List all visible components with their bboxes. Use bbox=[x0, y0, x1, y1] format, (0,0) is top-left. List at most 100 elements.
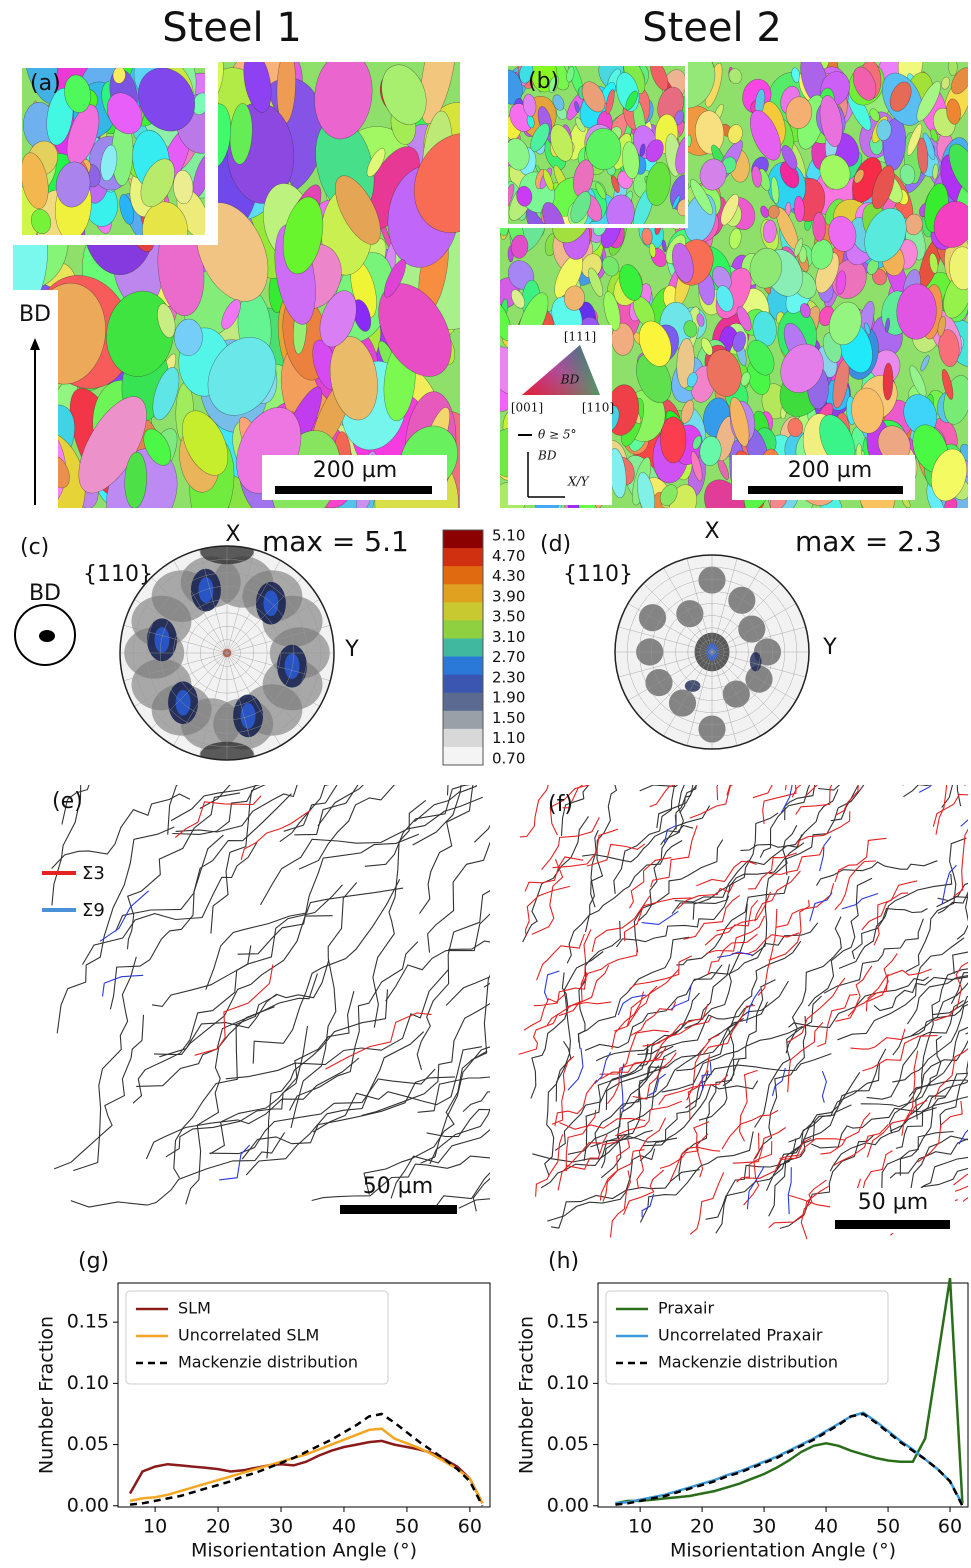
panel-label: (a) bbox=[30, 71, 61, 96]
x-tick-label: 10 bbox=[143, 1516, 167, 1538]
ipf-label: [001] bbox=[511, 401, 543, 415]
colorbar-label: 2.30 bbox=[492, 668, 525, 686]
x-tick-label: 30 bbox=[752, 1516, 776, 1538]
direction-label: BD bbox=[29, 581, 61, 606]
max-label: max = 2.3 bbox=[795, 525, 942, 558]
intensity-blob bbox=[154, 627, 169, 653]
colorbar-label: 1.50 bbox=[492, 709, 525, 727]
axis-label: Y bbox=[822, 635, 837, 660]
column-title: Steel 1 bbox=[162, 5, 302, 51]
x-tick-label: 30 bbox=[269, 1516, 293, 1538]
axis-label: X bbox=[225, 522, 240, 547]
colorbar-step bbox=[443, 548, 483, 567]
boundary-map bbox=[515, 693, 971, 1240]
y-tick-label: 0.10 bbox=[547, 1372, 589, 1394]
x-axis-label: Misorientation Angle (°) bbox=[670, 1540, 896, 1562]
y-tick-label: 0.15 bbox=[547, 1311, 589, 1333]
boundary bbox=[818, 742, 967, 790]
colorbar-step bbox=[443, 602, 483, 621]
axis-label: Y bbox=[344, 637, 359, 662]
legend-label: SLM bbox=[178, 1299, 211, 1318]
colorbar-label: 4.70 bbox=[492, 547, 525, 565]
colorbar-step bbox=[443, 711, 483, 730]
map-base bbox=[40, 785, 490, 1228]
legend-label: Mackenzie distribution bbox=[658, 1353, 838, 1372]
scale-bar bbox=[835, 1220, 950, 1229]
y-tick-label: 0.00 bbox=[547, 1494, 589, 1516]
boundary bbox=[964, 755, 971, 785]
x-tick-label: 60 bbox=[458, 1516, 482, 1538]
colorbar-step bbox=[443, 693, 483, 712]
grain bbox=[660, 417, 686, 463]
colorbar-step bbox=[443, 747, 483, 766]
colorbar-label: 5.10 bbox=[492, 527, 525, 545]
colorbar-step bbox=[443, 566, 483, 585]
intensity-blob bbox=[176, 690, 191, 716]
x-tick-label: 10 bbox=[628, 1516, 652, 1538]
pole-figure bbox=[615, 555, 809, 749]
max-label: max = 5.1 bbox=[262, 525, 409, 558]
legend-label: Σ9 bbox=[82, 900, 105, 921]
colorbar-label: 1.90 bbox=[492, 689, 525, 707]
y-axis-label: Number Fraction bbox=[36, 1316, 58, 1474]
ipf-label: BD bbox=[560, 373, 580, 387]
x-tick-label: 20 bbox=[206, 1516, 230, 1538]
legend-label: Praxair bbox=[658, 1299, 714, 1318]
boundary bbox=[786, 729, 812, 790]
boundary bbox=[903, 727, 938, 786]
y-tick-label: 0.00 bbox=[67, 1494, 109, 1516]
plane-label: {110} bbox=[563, 562, 633, 587]
ipf-label: [111] bbox=[564, 330, 596, 344]
x-axis-label: Misorientation Angle (°) bbox=[191, 1540, 417, 1562]
column-title: Steel 2 bbox=[642, 5, 782, 51]
intensity-blob bbox=[263, 590, 278, 616]
ipf-label: BD bbox=[537, 449, 557, 463]
grain bbox=[948, 58, 957, 76]
intensity-blob bbox=[198, 577, 213, 603]
colorbar-step bbox=[443, 729, 483, 748]
colorbar-step bbox=[443, 657, 483, 676]
intensity-blob bbox=[241, 703, 256, 729]
colorbar-label: 4.30 bbox=[492, 567, 525, 585]
legend-label: Uncorrelated SLM bbox=[178, 1326, 319, 1345]
colorbar-label: 3.10 bbox=[492, 628, 525, 646]
x-tick-label: 50 bbox=[395, 1516, 419, 1538]
colorbar-label: 3.90 bbox=[492, 587, 525, 605]
y-tick-label: 0.15 bbox=[67, 1311, 109, 1333]
x-tick-label: 40 bbox=[814, 1516, 838, 1538]
axis-label: X bbox=[704, 519, 719, 544]
ebsd-inset bbox=[8, 34, 231, 261]
ipf-label: [110] bbox=[582, 401, 614, 415]
x-tick-label: 20 bbox=[690, 1516, 714, 1538]
y-tick-label: 0.05 bbox=[67, 1433, 109, 1455]
y-tick-label: 0.05 bbox=[547, 1433, 589, 1455]
y-axis-label: Number Fraction bbox=[516, 1316, 538, 1474]
intensity-blob bbox=[285, 653, 300, 679]
scale-bar bbox=[340, 1205, 457, 1214]
panel-label: (f) bbox=[548, 792, 573, 817]
sample-dot bbox=[39, 630, 55, 642]
y-tick-label: 0.10 bbox=[67, 1372, 109, 1394]
colorbar-step bbox=[443, 620, 483, 639]
x-tick-label: 60 bbox=[938, 1516, 962, 1538]
ipf-label: θ ≥ 5° bbox=[538, 428, 577, 442]
ebsd-inset bbox=[494, 49, 697, 243]
direction-label: BD bbox=[19, 302, 51, 327]
x-tick-label: 40 bbox=[332, 1516, 356, 1538]
colorbar-label: 2.70 bbox=[492, 648, 525, 666]
colorbar-label: 1.10 bbox=[492, 729, 525, 747]
legend-label: Mackenzie distribution bbox=[178, 1353, 358, 1372]
colorbar-label: 0.70 bbox=[492, 750, 525, 768]
colorbar-step bbox=[443, 584, 483, 603]
scale-label: 50 µm bbox=[858, 1190, 928, 1215]
panel-label: (h) bbox=[548, 1249, 579, 1274]
colorbar-label: 3.50 bbox=[492, 608, 525, 626]
scale-label: 50 µm bbox=[363, 1174, 433, 1199]
scale-label: 200 µm bbox=[313, 458, 397, 483]
ipf-legend-box bbox=[508, 325, 612, 505]
x-tick-label: 50 bbox=[876, 1516, 900, 1538]
colorbar: 5.10 4.70 4.30 3.90 3.50 3.10 2.70 2.30 1.90 1.50… bbox=[443, 527, 525, 768]
scale-label: 200 µm bbox=[788, 458, 872, 483]
